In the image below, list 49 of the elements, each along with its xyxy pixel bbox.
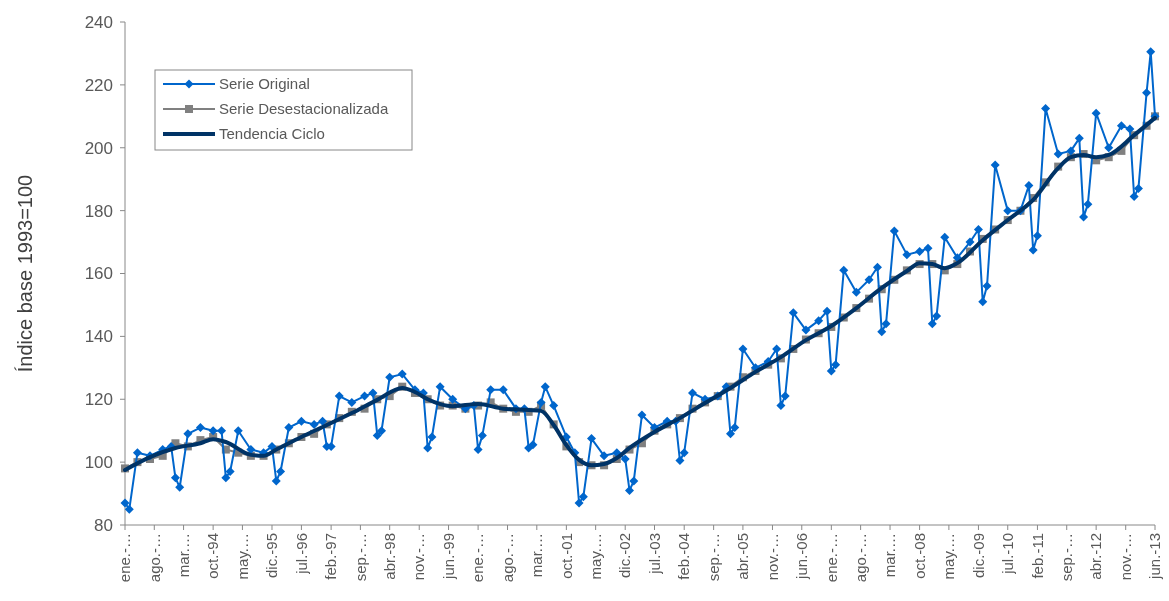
x-tick-label: dic.-02 xyxy=(616,533,634,579)
x-tick-label: jul.-03 xyxy=(645,533,663,575)
x-tick-label: dic.-95 xyxy=(263,533,281,579)
x-tick-label: feb.-11 xyxy=(1028,533,1046,579)
x-tick-label: ene.-… xyxy=(469,533,487,583)
y-tick-label: 220 xyxy=(84,75,113,95)
x-tick-label: sep.-… xyxy=(704,533,722,582)
x-tick-label: may.… xyxy=(233,533,251,580)
x-tick-label: ene.-… xyxy=(116,533,134,583)
x-tick-label: may.… xyxy=(940,533,958,580)
y-tick-label: 180 xyxy=(84,201,113,221)
x-tick-label: dic.-09 xyxy=(969,533,987,579)
x-tick-label: may.… xyxy=(586,533,604,580)
x-tick-label: ene.-… xyxy=(822,533,840,583)
x-tick-label: nov.-… xyxy=(1116,533,1134,581)
x-tick-label: jun.-06 xyxy=(793,533,811,580)
x-tick-label: ago.-… xyxy=(145,533,163,583)
x-tick-label: abr.-98 xyxy=(380,533,398,580)
x-tick-label: jul.-96 xyxy=(292,533,310,575)
y-tick-label: 100 xyxy=(84,453,113,473)
y-tick-label: 240 xyxy=(84,12,113,32)
y-tick-label: 200 xyxy=(84,138,113,158)
legend-label: Tendencia Ciclo xyxy=(219,125,325,143)
x-tick-label: oct.-94 xyxy=(204,533,222,579)
x-tick-label: oct.-08 xyxy=(910,533,928,579)
x-tick-label: jun.-99 xyxy=(439,533,457,580)
x-tick-label: jul.-10 xyxy=(998,533,1016,575)
y-tick-label: 140 xyxy=(84,327,113,347)
y-tick-label: 120 xyxy=(84,390,113,410)
x-tick-label: sep.-… xyxy=(351,533,369,582)
x-tick-label: mar.… xyxy=(174,533,192,578)
x-tick-label: mar.… xyxy=(528,533,546,578)
y-tick-label: 160 xyxy=(84,264,113,284)
x-tick-label: ago.-… xyxy=(851,533,869,583)
x-tick-label: ago.-… xyxy=(498,533,516,583)
y-axis-title: Índice base 1993=100 xyxy=(14,174,36,373)
x-tick-label: feb.-04 xyxy=(675,533,693,580)
x-tick-label: feb.-97 xyxy=(322,533,340,580)
x-tick-label: nov.-… xyxy=(763,533,781,581)
x-tick-label: abr.-05 xyxy=(734,533,752,580)
x-tick-label: nov.-… xyxy=(410,533,428,581)
legend-label: Serie Original xyxy=(219,75,310,93)
x-tick-label: sep.-… xyxy=(1057,533,1075,582)
legend-label: Serie Desestacionalizada xyxy=(219,100,389,118)
x-tick-label: jun.-13 xyxy=(1146,533,1164,580)
x-tick-label: abr.-12 xyxy=(1087,533,1105,580)
y-tick-label: 80 xyxy=(94,515,113,535)
x-tick-label: oct.-01 xyxy=(557,533,575,579)
x-tick-label: mar.… xyxy=(881,533,899,578)
